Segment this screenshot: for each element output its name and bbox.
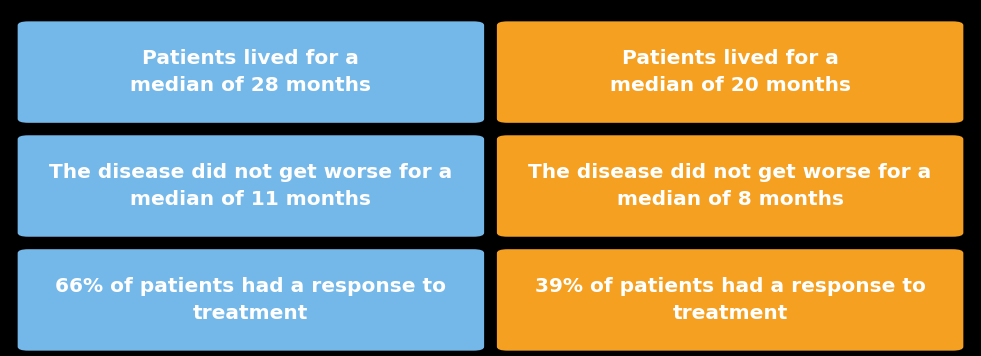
Text: 39% of patients had a response to
treatment: 39% of patients had a response to treatm… xyxy=(535,277,925,323)
Text: The disease did not get worse for a
median of 8 months: The disease did not get worse for a medi… xyxy=(529,163,932,209)
Text: 66% of patients had a response to
treatment: 66% of patients had a response to treatm… xyxy=(55,277,446,323)
Text: Patients lived for a
median of 28 months: Patients lived for a median of 28 months xyxy=(130,49,372,95)
FancyBboxPatch shape xyxy=(496,135,963,237)
FancyBboxPatch shape xyxy=(18,249,485,351)
Text: Patients lived for a
median of 20 months: Patients lived for a median of 20 months xyxy=(609,49,851,95)
FancyBboxPatch shape xyxy=(18,21,485,123)
FancyBboxPatch shape xyxy=(18,135,485,237)
FancyBboxPatch shape xyxy=(496,249,963,351)
FancyBboxPatch shape xyxy=(496,21,963,123)
Text: The disease did not get worse for a
median of 11 months: The disease did not get worse for a medi… xyxy=(49,163,452,209)
